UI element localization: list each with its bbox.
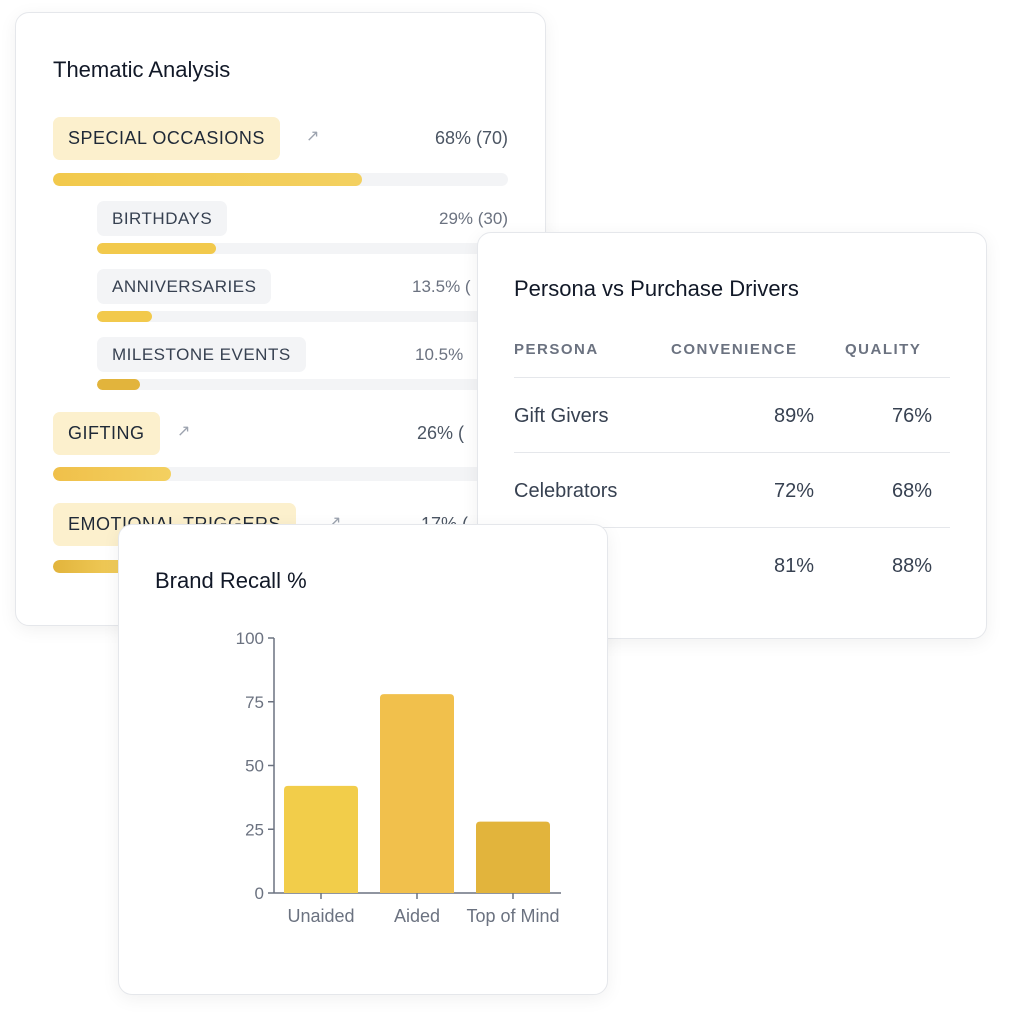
subtheme-progress-bar [97,311,508,322]
column-header-persona: PERSONA [514,341,599,358]
persona-cell: Celebrators [514,480,618,502]
x-tick-label: Aided [394,906,440,926]
subtheme-milestone-events[interactable]: MILESTONE EVENTS [97,337,306,372]
y-tick-label: 100 [236,629,264,648]
y-tick-label: 50 [245,757,264,776]
brand-recall-card: Brand Recall % 0 25 50 75 100 Unaided Aided Top… [118,524,608,995]
quality-cell: 88% [891,555,932,577]
progress-fill [53,173,363,186]
progress-fill [97,243,217,254]
column-header-convenience: CONVENIENCE [671,341,798,358]
convenience-cell: 89% [773,405,814,427]
theme-progress-bar [53,173,508,186]
subtheme-pct: 29% (30) [439,209,508,228]
convenience-cell: 72% [773,480,814,502]
trending-up-icon: ↗ [177,423,191,440]
column-header-quality: QUALITY [845,341,922,358]
y-tick-label: 75 [245,693,264,712]
header-divider [514,377,950,378]
subtheme-anniversaries[interactable]: ANNIVERSARIES [97,269,272,304]
persona-table-title: Persona vs Purchase Drivers [514,276,799,301]
subtheme-pct: 10.5% [415,345,464,364]
subtheme-birthdays[interactable]: BIRTHDAYS [97,201,228,236]
theme-progress-bar [53,467,508,481]
chart-title: Brand Recall % [155,568,307,593]
theme-pct: 26% ( [417,423,465,443]
thematic-title: Thematic Analysis [53,57,231,82]
x-tick-label: Unaided [287,906,354,926]
x-tick-label: Top of Mind [466,906,559,926]
bar-unaided [284,785,358,893]
quality-cell: 76% [891,405,932,427]
y-tick-label: 25 [245,820,264,839]
subtheme-progress-bar [97,243,508,254]
theme-pct: 68% (70) [434,128,508,148]
row-divider [514,527,950,528]
theme-special-occasions[interactable]: SPECIAL OCCASIONS [53,117,280,160]
brand-recall-chart: 0 25 50 75 100 Unaided Aided Top of Mind [236,629,561,926]
y-tick-label: 0 [255,884,264,903]
row-divider [514,452,950,453]
progress-fill [97,311,153,322]
theme-gifting[interactable]: GIFTING [53,412,160,455]
subtheme-pct: 13.5% ( [412,277,471,296]
convenience-cell: 81% [773,555,814,577]
bar-aided [380,694,454,893]
quality-cell: 68% [891,480,932,502]
progress-fill [53,467,172,481]
subtheme-progress-bar [97,379,508,390]
progress-fill [97,379,141,390]
progress-fill [53,560,131,573]
trending-up-icon: ↗ [306,128,320,145]
persona-cell: Gift Givers [514,405,609,427]
bar-top-of-mind [476,821,550,893]
